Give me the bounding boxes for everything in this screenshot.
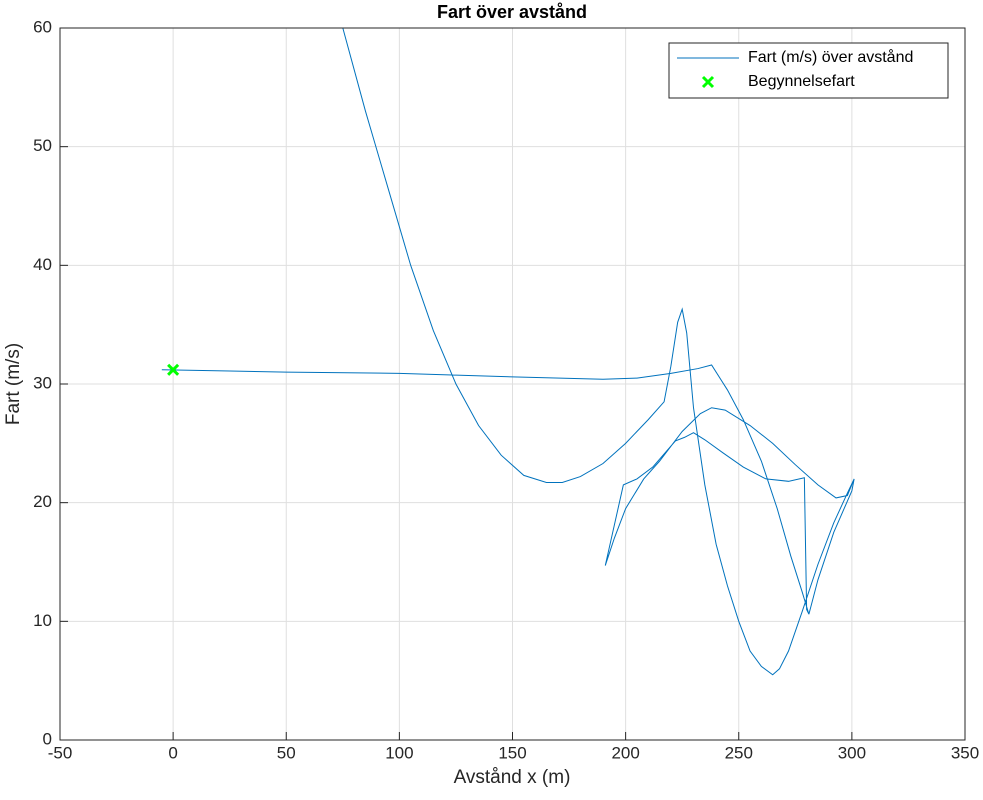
plot-content [161,28,855,676]
y-tick-label: 10 [33,611,52,630]
y-tick-label: 50 [33,136,52,155]
y-tick-label: 0 [43,729,52,748]
y-tick-label: 30 [33,373,52,392]
y-tick-label: 60 [33,17,52,36]
legend-marker [701,75,715,89]
x-tick-label: 0 [168,743,177,762]
x-tick-label: 150 [498,743,526,762]
line [161,28,855,676]
axes-box [59,27,966,741]
legend-box [668,42,949,99]
y-tick-label: 40 [33,255,52,274]
x-tick-label: 250 [725,743,753,762]
x-tick-label: 100 [385,743,413,762]
x-tick-label: 50 [277,743,296,762]
x-tick-label: 350 [951,743,979,762]
x-tick-label: 300 [838,743,866,762]
legend-label: Begynnelsefart [748,73,855,90]
legend-label: Fart (m/s) över avstånd [748,48,913,66]
y-axis-label: Fart (m/s) [3,343,24,425]
chart-title: Fart över avstånd [437,2,587,22]
x-tick-label: 200 [611,743,639,762]
marker [167,363,180,376]
y-tick-label: 20 [33,492,52,511]
x-axis-label: Avstånd x (m) [454,767,571,788]
x-tick-label: -50 [48,743,73,762]
